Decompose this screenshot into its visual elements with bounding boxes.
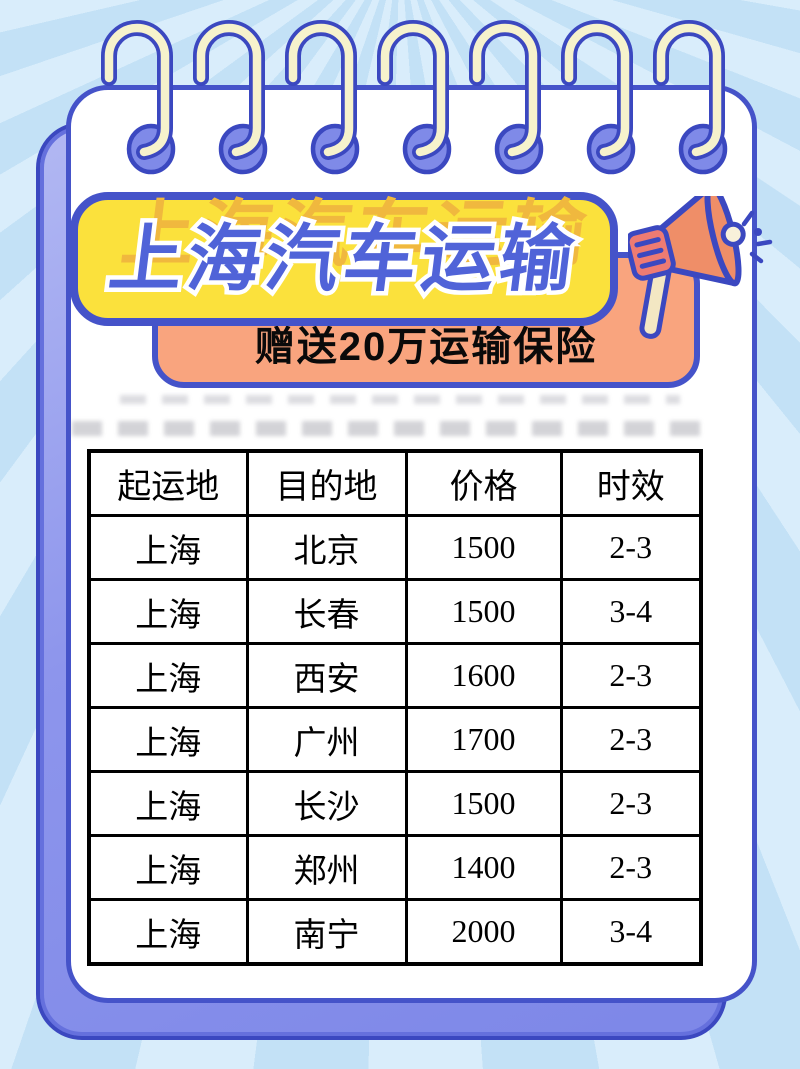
table-header-cell: 价格 (404, 449, 563, 517)
spiral-ring-icon (186, 16, 272, 178)
table-row: 上海 北京 1500 2-3 (87, 514, 703, 581)
table-cell: 长沙 (245, 770, 408, 837)
table-cell: 上海 (87, 834, 249, 901)
table-row: 上海 郑州 1400 2-3 (87, 834, 703, 901)
spiral-binding (0, 0, 800, 200)
spiral-ring-icon (370, 16, 456, 178)
table-cell: 1500 (404, 514, 563, 581)
table-row: 上海 西安 1600 2-3 (87, 642, 703, 709)
table-cell: 1500 (404, 578, 563, 645)
table-header-row: 起运地 目的地 价格 时效 (87, 449, 703, 517)
table-cell: 1400 (404, 834, 563, 901)
megaphone-knob (720, 221, 746, 247)
spiral-ring-icon (278, 16, 364, 178)
spiral-ring-icon (462, 16, 548, 178)
megaphone-grip-lines (634, 237, 667, 269)
title-banner: 上海汽车运输 上海汽车运输 上海汽车运输 (70, 192, 618, 326)
table-row: 上海 长春 1500 3-4 (87, 578, 703, 645)
table-cell: 上海 (87, 898, 249, 966)
table-cell: 1700 (404, 706, 563, 773)
table-row: 上海 长沙 1500 2-3 (87, 770, 703, 837)
poster-title-text: 上海汽车运输 (105, 218, 583, 300)
table-header-cell: 起运地 (87, 449, 249, 517)
table-cell: 上海 (87, 642, 249, 709)
table-cell: 广州 (245, 706, 408, 773)
table-cell: 上海 (87, 578, 249, 645)
table-cell: 2-3 (559, 514, 703, 581)
table-cell: 郑州 (245, 834, 408, 901)
table-cell: 2-3 (559, 770, 703, 837)
spiral-ring-icon (94, 16, 180, 178)
table-cell: 长春 (245, 578, 408, 645)
blurred-text-artifact (120, 395, 680, 404)
table-cell: 上海 (87, 770, 249, 837)
table-cell: 2-3 (559, 706, 703, 773)
spiral-ring-icon (646, 16, 732, 178)
table-cell: 上海 (87, 514, 249, 581)
poster-subtitle: 赠送20万运输保险 (254, 325, 598, 369)
rate-table: 起运地 目的地 价格 时效 上海 北京 1500 2-3 上海 长春 1500 3-4 上海 西安 160… (87, 449, 703, 966)
megaphone-icon (628, 196, 773, 339)
table-cell: 3-4 (559, 578, 703, 645)
table-cell: 西安 (245, 642, 408, 709)
table-cell: 1500 (404, 770, 563, 837)
blurred-text-artifact (72, 421, 714, 436)
table-cell: 1600 (404, 642, 563, 709)
table-header-cell: 目的地 (245, 449, 408, 517)
table-cell: 3-4 (559, 898, 703, 966)
table-cell: 上海 (87, 706, 249, 773)
table-cell: 2-3 (559, 834, 703, 901)
table-header-cell: 时效 (559, 449, 703, 517)
table-cell: 北京 (245, 514, 408, 581)
table-row: 上海 广州 1700 2-3 (87, 706, 703, 773)
poster-title: 上海汽车运输 上海汽车运输 上海汽车运输 (71, 194, 617, 318)
table-cell: 2-3 (559, 642, 703, 709)
table-row: 上海 南宁 2000 3-4 (87, 898, 703, 966)
sound-sparks-icon (741, 210, 773, 264)
table-cell: 2000 (404, 898, 563, 966)
spiral-ring-icon (554, 16, 640, 178)
table-cell: 南宁 (245, 898, 408, 966)
